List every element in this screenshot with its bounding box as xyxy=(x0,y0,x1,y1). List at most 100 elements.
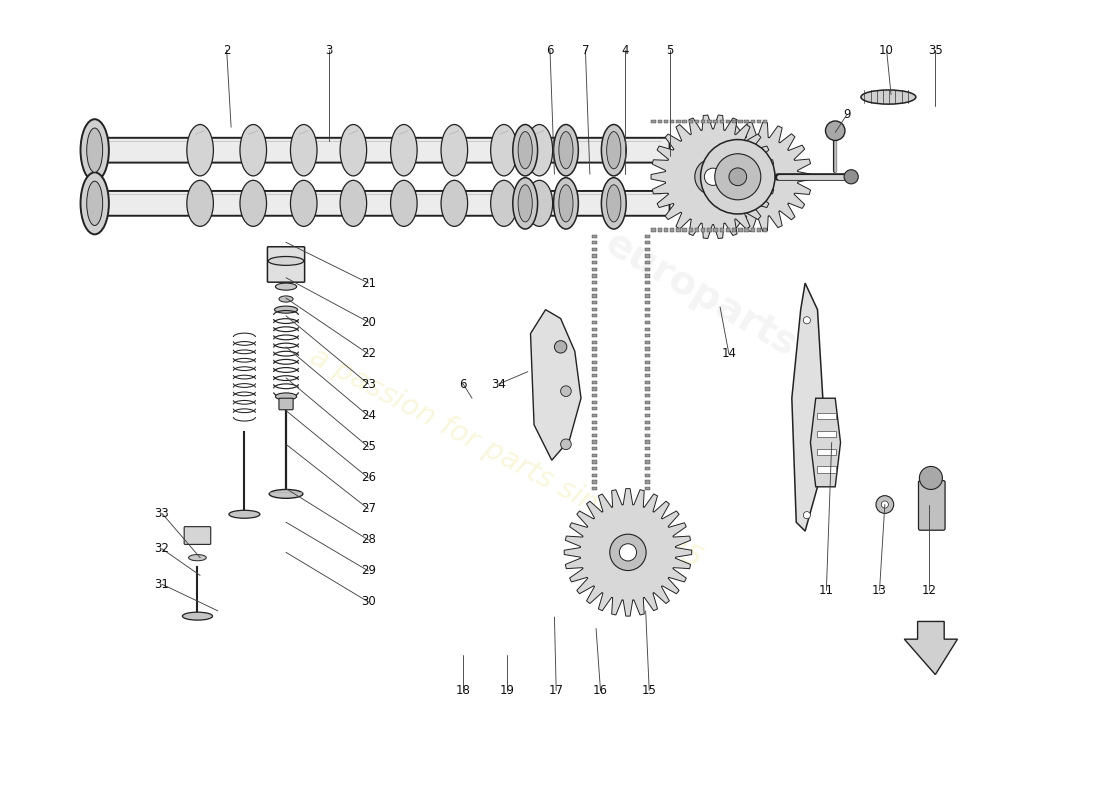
Circle shape xyxy=(666,129,761,225)
Bar xyxy=(646,374,650,378)
Circle shape xyxy=(716,136,798,218)
Bar xyxy=(646,234,650,238)
Bar xyxy=(646,321,650,324)
Ellipse shape xyxy=(607,185,620,222)
Bar xyxy=(646,254,650,258)
FancyBboxPatch shape xyxy=(88,191,670,216)
Text: 6: 6 xyxy=(547,44,553,57)
Ellipse shape xyxy=(340,180,366,226)
Bar xyxy=(663,120,669,123)
Ellipse shape xyxy=(513,125,538,176)
Bar xyxy=(707,120,712,123)
Text: 23: 23 xyxy=(361,378,376,390)
Bar xyxy=(646,261,650,264)
Bar xyxy=(592,441,596,444)
Text: 26: 26 xyxy=(361,471,376,485)
Circle shape xyxy=(580,505,675,600)
Bar xyxy=(592,301,596,304)
Ellipse shape xyxy=(602,125,626,176)
Bar xyxy=(592,467,596,470)
Polygon shape xyxy=(792,283,823,531)
Ellipse shape xyxy=(390,180,417,226)
Bar xyxy=(670,120,674,123)
Bar xyxy=(745,228,749,231)
Ellipse shape xyxy=(183,612,212,620)
Bar xyxy=(646,308,650,310)
Text: 18: 18 xyxy=(455,684,471,697)
Bar xyxy=(651,120,656,123)
Ellipse shape xyxy=(87,128,102,172)
Circle shape xyxy=(609,534,646,570)
Bar xyxy=(592,447,596,450)
Text: 27: 27 xyxy=(361,502,376,515)
Text: a passion for parts since 1985: a passion for parts since 1985 xyxy=(305,342,706,573)
Circle shape xyxy=(844,170,858,184)
Ellipse shape xyxy=(80,119,109,182)
Text: 6: 6 xyxy=(460,378,466,390)
Circle shape xyxy=(741,162,773,192)
Text: 20: 20 xyxy=(361,315,376,329)
Bar xyxy=(726,228,730,231)
Text: 4: 4 xyxy=(621,44,629,57)
Text: 30: 30 xyxy=(361,595,376,609)
Bar xyxy=(695,120,700,123)
Ellipse shape xyxy=(518,132,532,169)
Bar xyxy=(592,401,596,404)
FancyBboxPatch shape xyxy=(267,246,305,282)
Ellipse shape xyxy=(559,185,573,222)
Bar xyxy=(658,120,662,123)
Ellipse shape xyxy=(270,490,302,498)
Bar xyxy=(646,347,650,350)
Polygon shape xyxy=(651,115,775,238)
FancyBboxPatch shape xyxy=(184,526,211,544)
Text: 28: 28 xyxy=(361,534,376,546)
Bar xyxy=(646,387,650,390)
Circle shape xyxy=(803,317,811,324)
Bar xyxy=(592,407,596,410)
Ellipse shape xyxy=(240,125,266,176)
Ellipse shape xyxy=(279,296,293,302)
Bar xyxy=(646,447,650,450)
Ellipse shape xyxy=(518,185,532,222)
Text: 25: 25 xyxy=(361,441,376,454)
Bar xyxy=(646,480,650,483)
Bar xyxy=(663,228,669,231)
Bar xyxy=(701,120,705,123)
Ellipse shape xyxy=(607,132,620,169)
Text: 24: 24 xyxy=(361,410,376,422)
Bar xyxy=(592,294,596,298)
Text: 17: 17 xyxy=(549,684,563,697)
Bar xyxy=(592,374,596,378)
Bar xyxy=(750,228,755,231)
Bar xyxy=(763,120,768,123)
Text: 3: 3 xyxy=(324,44,332,57)
Bar xyxy=(646,401,650,404)
Bar xyxy=(592,254,596,258)
Circle shape xyxy=(920,466,943,490)
Ellipse shape xyxy=(526,125,552,176)
Text: europarts: europarts xyxy=(598,224,803,364)
Ellipse shape xyxy=(602,178,626,229)
Bar xyxy=(646,361,650,364)
Bar xyxy=(816,414,836,419)
Ellipse shape xyxy=(553,178,579,229)
Text: 31: 31 xyxy=(155,578,169,590)
Bar xyxy=(592,367,596,370)
Bar xyxy=(592,454,596,457)
Text: 7: 7 xyxy=(582,44,590,57)
Bar xyxy=(646,314,650,318)
Circle shape xyxy=(619,544,637,561)
Circle shape xyxy=(750,170,764,184)
Bar xyxy=(695,228,700,231)
Ellipse shape xyxy=(275,306,297,313)
Polygon shape xyxy=(703,122,812,231)
Bar xyxy=(646,367,650,370)
Bar xyxy=(714,228,718,231)
Bar xyxy=(646,474,650,477)
Bar xyxy=(816,449,836,455)
Polygon shape xyxy=(811,398,840,487)
Text: 16: 16 xyxy=(593,684,608,697)
Bar xyxy=(592,341,596,344)
Bar xyxy=(707,228,712,231)
Bar xyxy=(646,381,650,384)
